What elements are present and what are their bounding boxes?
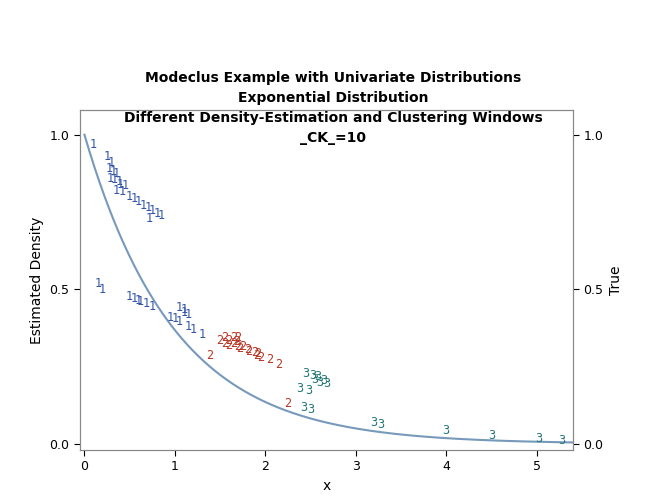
Text: 2: 2: [275, 358, 282, 372]
Text: 2: 2: [239, 340, 246, 353]
Text: 1: 1: [185, 320, 192, 333]
Text: 2: 2: [206, 349, 213, 362]
Text: 2: 2: [251, 346, 258, 359]
Text: 1: 1: [90, 138, 97, 150]
Text: 1: 1: [103, 150, 111, 163]
Text: 1: 1: [140, 200, 147, 212]
Text: 1: 1: [176, 315, 183, 328]
Text: 3: 3: [488, 429, 495, 442]
Text: 3: 3: [307, 402, 314, 415]
Text: 1: 1: [135, 294, 143, 306]
Text: 1: 1: [149, 204, 156, 217]
Text: 2: 2: [254, 347, 262, 360]
Text: 1: 1: [113, 184, 120, 197]
Text: 3: 3: [443, 424, 450, 438]
Text: 1: 1: [119, 186, 126, 198]
Text: 3: 3: [323, 377, 330, 390]
Text: 2: 2: [244, 343, 251, 356]
Text: 1: 1: [95, 276, 102, 289]
Text: Exponential Distribution: Exponential Distribution: [238, 91, 428, 105]
Text: 3: 3: [320, 374, 328, 387]
Text: 1: 1: [99, 283, 106, 296]
Text: 1: 1: [108, 156, 115, 169]
Text: 3: 3: [535, 432, 542, 445]
Text: 2: 2: [226, 339, 232, 352]
Text: 2: 2: [233, 334, 240, 347]
Text: 1: 1: [198, 328, 206, 340]
Text: 2: 2: [234, 340, 242, 353]
X-axis label: x: x: [322, 479, 330, 493]
Text: 3: 3: [300, 401, 307, 414]
Text: 2: 2: [230, 330, 237, 344]
Text: 2: 2: [221, 330, 228, 344]
Text: 2: 2: [284, 396, 292, 409]
Text: 3: 3: [296, 382, 303, 396]
Text: 3: 3: [305, 384, 312, 397]
Text: 1: 1: [166, 310, 174, 324]
Text: 1: 1: [106, 172, 113, 184]
Text: 1: 1: [131, 192, 138, 204]
Text: 3: 3: [370, 416, 378, 430]
Text: 1: 1: [180, 303, 187, 316]
Text: 2: 2: [230, 337, 237, 350]
Text: 1: 1: [149, 300, 156, 313]
Text: 1: 1: [185, 308, 192, 320]
Text: 2: 2: [246, 345, 252, 358]
Text: 3: 3: [302, 367, 310, 380]
Text: 3: 3: [309, 368, 316, 382]
Text: 2: 2: [236, 342, 244, 355]
Text: 2: 2: [266, 353, 273, 366]
Text: Modeclus Example with Univariate Distributions: Modeclus Example with Univariate Distrib…: [145, 71, 521, 85]
Text: 2: 2: [252, 349, 260, 362]
Text: 2: 2: [257, 351, 264, 364]
Text: 1: 1: [115, 174, 123, 188]
Text: 1: 1: [146, 212, 153, 224]
Text: 1: 1: [171, 312, 178, 325]
Text: 1: 1: [105, 162, 113, 175]
Text: 1: 1: [122, 179, 129, 192]
Text: 1: 1: [126, 290, 133, 304]
Y-axis label: True: True: [609, 265, 623, 294]
Text: 2: 2: [216, 334, 224, 347]
Text: 2: 2: [226, 334, 232, 347]
Text: 2: 2: [234, 330, 242, 344]
Text: _CK_=10: _CK_=10: [300, 131, 366, 145]
Text: 3: 3: [378, 418, 384, 431]
Text: 1: 1: [176, 302, 183, 314]
Text: 3: 3: [314, 370, 321, 383]
Text: 1: 1: [158, 208, 165, 222]
Text: Different Density-Estimation and Clustering Windows: Different Density-Estimation and Cluster…: [124, 111, 542, 125]
Y-axis label: Estimated Density: Estimated Density: [30, 216, 44, 344]
Text: 1: 1: [126, 190, 133, 203]
Text: 3: 3: [316, 376, 323, 389]
Text: 2: 2: [221, 337, 228, 350]
Text: 1: 1: [189, 323, 196, 336]
Text: 3: 3: [558, 434, 565, 446]
Text: 1: 1: [135, 194, 143, 207]
Text: 1: 1: [113, 167, 120, 180]
Text: 1: 1: [180, 306, 187, 319]
Text: 1: 1: [111, 173, 118, 186]
Text: 1: 1: [110, 166, 117, 178]
Text: 1: 1: [117, 178, 124, 190]
Text: 1: 1: [153, 207, 161, 220]
Text: 1: 1: [144, 201, 151, 214]
Text: 1: 1: [143, 296, 149, 310]
Text: 3: 3: [312, 373, 318, 386]
Text: 1: 1: [137, 295, 144, 308]
Text: 1: 1: [131, 292, 138, 305]
